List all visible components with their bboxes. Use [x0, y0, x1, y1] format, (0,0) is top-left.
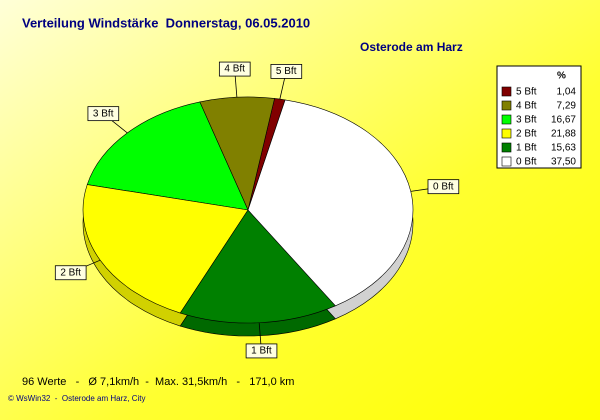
credit: © WsWin32 - Osterode am Harz, City — [8, 394, 145, 403]
legend-swatch — [501, 142, 512, 153]
legend-swatch — [501, 114, 512, 125]
legend-label: 3 Bft — [516, 115, 537, 126]
slice — [179, 209, 336, 324]
label-box — [270, 64, 303, 79]
legend-title: % — [557, 71, 566, 82]
legend-value: 16,67 — [551, 115, 576, 126]
label-box — [218, 61, 251, 77]
legend-value: 7,29 — [557, 101, 577, 112]
pie — [82, 96, 414, 337]
chart-subtitle: Osterode am Harz — [360, 40, 463, 54]
legend-label: 4 Bft — [516, 101, 537, 112]
label-box — [245, 343, 278, 359]
slice-label: 4 Bft — [224, 64, 245, 75]
chart-title: Verteilung Windstärke Donnerstag, 06.05.… — [22, 15, 310, 30]
slice-labels: 5 Bft 4 Bft 3 Bft 2 Bft 1 Bft 0 Bft — [54, 61, 460, 359]
footer: 96 Werte - Ø 7,1km/h - Max. 31,5km/h - 1… — [22, 376, 294, 388]
label-box — [54, 265, 87, 281]
slice-label: 2 Bft — [60, 267, 81, 278]
legend-value: 15,63 — [551, 143, 576, 154]
legend-label: 2 Bft — [516, 129, 537, 140]
legend-swatch — [501, 156, 512, 167]
legend-value: 21,88 — [551, 129, 576, 140]
legend-value: 37,50 — [551, 157, 576, 168]
slice-label: 3 Bft — [93, 108, 114, 119]
slice-label: 0 Bft — [433, 181, 454, 192]
legend-label: 5 Bft — [516, 87, 537, 98]
legend-value: 1,04 — [557, 87, 577, 98]
slice-label: 5 Bft — [276, 66, 297, 77]
legend-swatch — [501, 86, 512, 97]
slice — [247, 99, 414, 307]
legend: 5 Bft 1,04 4 Bft 7,29 3 Bft 16,67 2 Bft 21,88 1 … — [501, 86, 577, 168]
legend-swatch — [501, 100, 512, 111]
legend-swatch — [501, 128, 512, 139]
slice — [86, 101, 249, 211]
slice-label: 1 Bft — [251, 346, 272, 357]
label-box — [87, 106, 120, 122]
label-box — [427, 179, 460, 195]
legend-label: 0 Bft — [516, 157, 537, 168]
legend-label: 1 Bft — [516, 143, 537, 154]
